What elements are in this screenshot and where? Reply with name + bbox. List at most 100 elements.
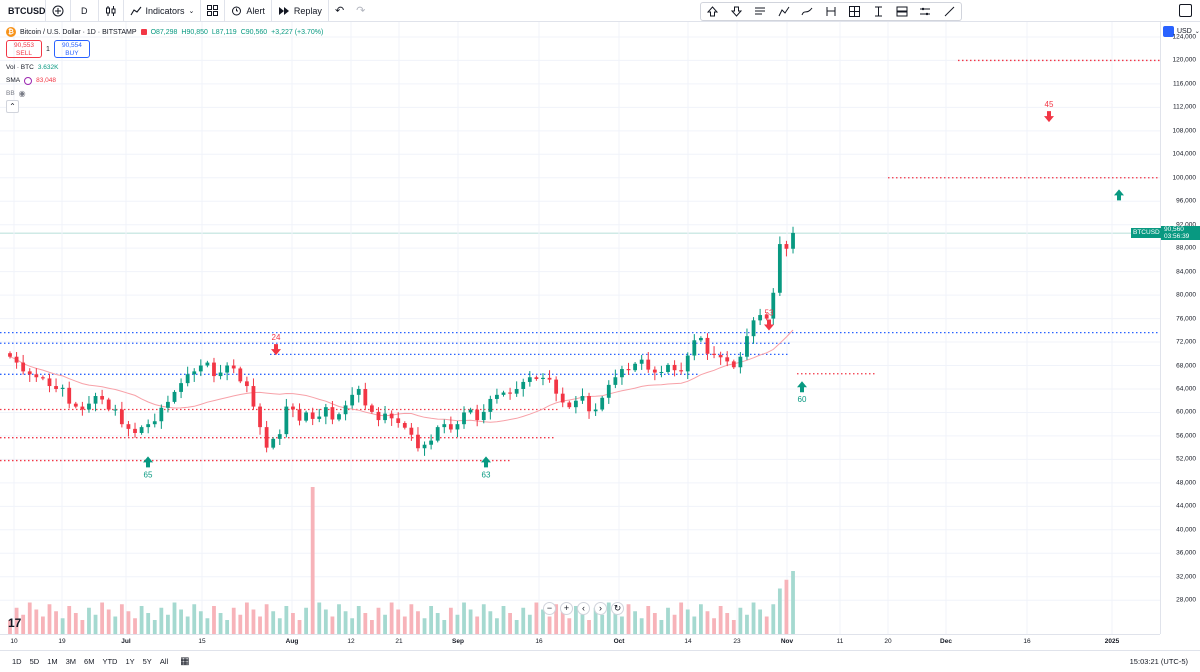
price-scale[interactable]: 124,000 120,000 116,000 112,000 108,000 104,0…	[1160, 22, 1200, 634]
candle-body	[166, 401, 170, 408]
zoom-out-button[interactable]: −	[543, 602, 556, 615]
volume-indicator-row[interactable]: Vol · BTC 3.632K	[6, 61, 323, 74]
calendar-icon[interactable]: ▦	[180, 656, 190, 667]
fullscreen-button[interactable]	[1179, 4, 1192, 17]
candle-body	[376, 411, 381, 421]
brush-tool-icon[interactable]	[800, 5, 814, 19]
spread-value: 1	[46, 45, 50, 53]
close-value: C90,560	[240, 28, 268, 36]
volume-bar	[205, 618, 210, 634]
volume-bar	[626, 604, 631, 634]
range-button[interactable]: 1Y	[125, 657, 135, 666]
range-button[interactable]: 5Y	[142, 657, 152, 666]
collapse-legend-button[interactable]: ⌃	[6, 100, 19, 113]
volume-bar	[567, 618, 572, 634]
range-button[interactable]: 3M	[65, 657, 77, 666]
interval-label: D	[81, 5, 88, 16]
sma-indicator-row[interactable]: SMA 83,048	[6, 74, 323, 87]
volume-bar	[179, 609, 183, 634]
volume-bar	[580, 613, 585, 634]
time-label: 16	[1023, 638, 1031, 645]
price-label: 44,000	[1176, 502, 1196, 510]
candle-body	[705, 337, 710, 354]
interval-button[interactable]: D	[71, 0, 99, 22]
time-axis[interactable]: 10 19 Jul 15 Aug 12 21 Sep 16 Oct 14 23 Nov 11 20 Dec 16…	[0, 634, 1160, 648]
symbol-title[interactable]: Bitcoin / U.S. Dollar · 1D · BITSTAMP	[20, 28, 137, 36]
candle-body	[198, 365, 203, 372]
clock[interactable]: 15:03:21 (UTC-5)	[1129, 657, 1188, 666]
range-button[interactable]: 6M	[84, 657, 95, 666]
text-lines-tool-icon[interactable]	[753, 5, 767, 19]
volume-bar	[159, 607, 164, 634]
replay-button[interactable]: Replay	[272, 0, 329, 22]
candle-body	[764, 315, 769, 319]
long-position-tool-icon[interactable]	[895, 5, 909, 19]
volume-bars	[8, 487, 795, 634]
price-label: 108,000	[1172, 127, 1197, 135]
sell-price: 90,553	[14, 42, 34, 49]
market-status-icon	[140, 29, 147, 35]
redo-button[interactable]: ↷	[350, 0, 371, 22]
candle-body	[791, 232, 795, 249]
candle-body	[8, 353, 12, 357]
candle-body	[73, 403, 78, 407]
candle-body	[685, 355, 690, 372]
symbol-search[interactable]: BTCUSD	[0, 0, 46, 22]
eye-hidden-icon[interactable]: ◉	[18, 89, 26, 98]
tradingview-logo[interactable]: 17	[8, 616, 22, 630]
arrow-down-tool-icon[interactable]	[729, 5, 743, 19]
volume-bar	[679, 602, 684, 634]
volume-bar	[666, 607, 670, 634]
currency-selector[interactable]: USD ⌄	[1160, 26, 1200, 37]
vertical-line-tool-icon[interactable]	[871, 5, 885, 19]
fork-tool-icon[interactable]	[824, 5, 838, 19]
volume-bar	[212, 606, 216, 634]
alert-button[interactable]: Alert	[225, 0, 272, 22]
compare-button[interactable]	[46, 0, 71, 22]
volume-bar	[593, 607, 598, 634]
candle-body	[106, 399, 111, 410]
volume-bar	[455, 614, 460, 634]
scroll-left-button[interactable]: ‹	[577, 602, 590, 615]
candle-body	[758, 315, 763, 321]
volume-bar	[192, 604, 197, 634]
range-button[interactable]: 5D	[29, 657, 40, 666]
chevron-down-icon: ⌄	[1194, 29, 1200, 35]
price-chart[interactable]: 24 65 63 53 60 45	[0, 22, 1160, 634]
candle-body	[468, 409, 473, 413]
candle-body	[323, 407, 328, 417]
candle-body	[771, 292, 776, 319]
sell-button[interactable]: 90,553 SELL	[6, 40, 42, 58]
arrow-up-tool-icon[interactable]	[706, 5, 720, 19]
range-button[interactable]: 1D	[12, 657, 22, 666]
scroll-right-button[interactable]: ›	[594, 602, 607, 615]
layouts-button[interactable]	[201, 0, 226, 22]
range-button[interactable]: 1M	[47, 657, 58, 666]
time-label: 14	[684, 638, 692, 645]
line-tool-icon[interactable]	[942, 5, 956, 19]
candle-body	[337, 414, 341, 420]
indicators-button[interactable]: Indicators ⌄	[124, 0, 202, 22]
buy-button[interactable]: 90,554 BUY	[53, 40, 90, 58]
candle-body	[718, 354, 723, 358]
range-tool-icon[interactable]	[918, 5, 932, 19]
candle-body	[113, 409, 118, 411]
undo-button[interactable]: ↶	[329, 0, 350, 22]
chart-type-button[interactable]	[99, 0, 124, 22]
volume-bar	[225, 620, 230, 634]
reset-chart-button[interactable]: ↻	[611, 602, 624, 615]
path-tool-icon[interactable]	[777, 5, 791, 19]
volume-bar	[738, 607, 743, 634]
time-label: Dec	[940, 638, 952, 645]
range-button[interactable]: All	[159, 657, 169, 666]
candle-body	[14, 356, 19, 363]
range-button[interactable]: YTD	[102, 657, 118, 666]
signal-label: 53	[765, 308, 774, 317]
signal-label: 65	[144, 470, 153, 479]
symbol-label: BTCUSD	[8, 5, 46, 16]
price-label: 92,000	[1176, 221, 1196, 229]
measure-tool-icon[interactable]	[848, 5, 862, 19]
zoom-in-button[interactable]: +	[560, 602, 573, 615]
bb-indicator-row[interactable]: BB ◉	[6, 87, 323, 100]
